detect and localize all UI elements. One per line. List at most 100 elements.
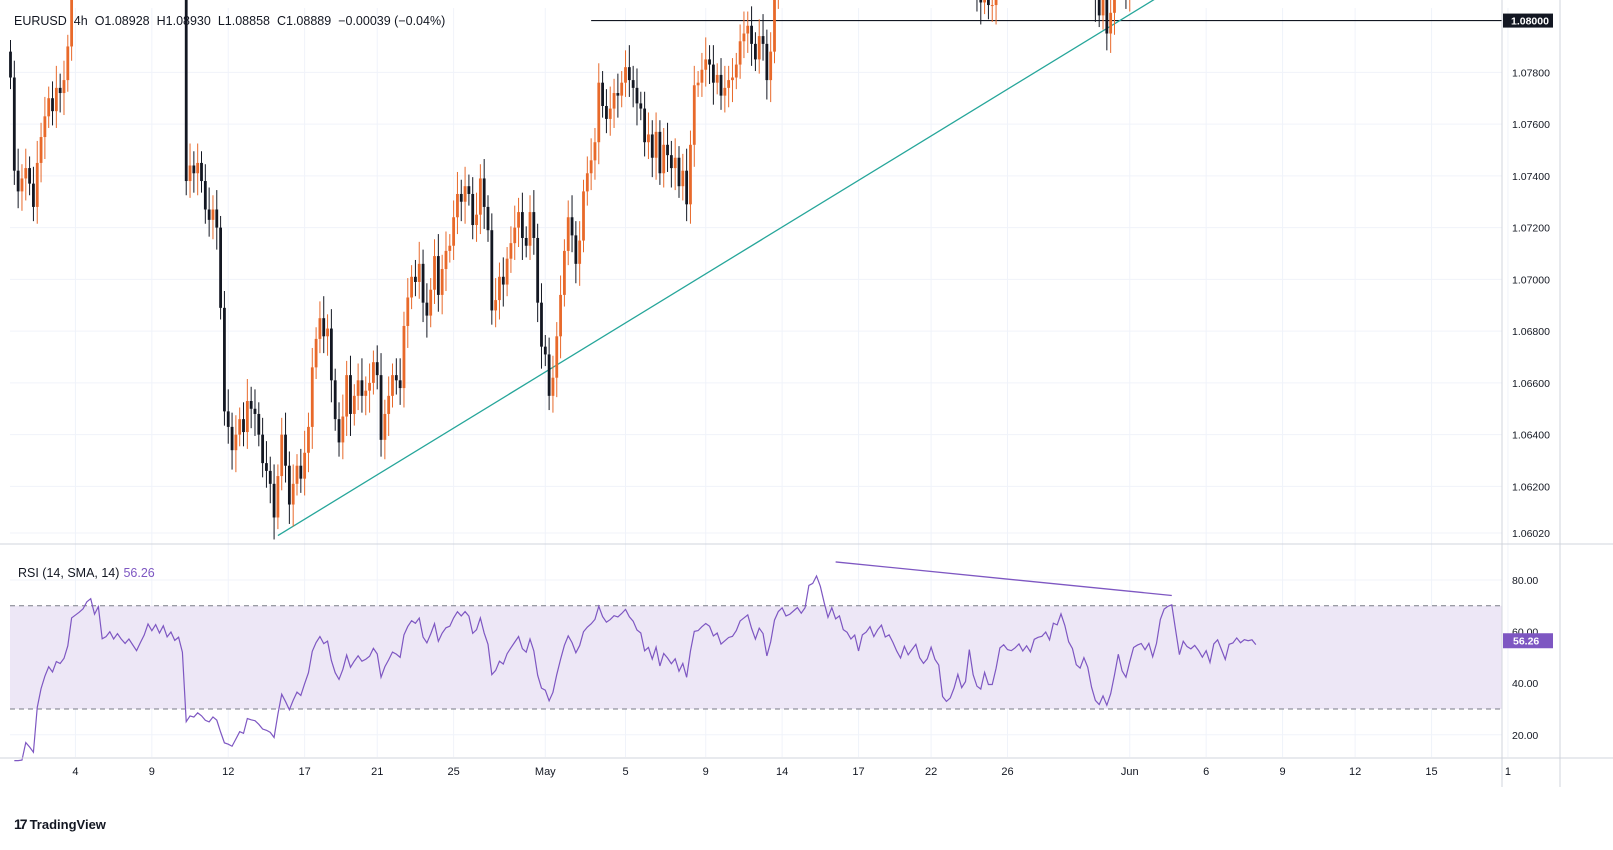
candle-body [994, 0, 998, 6]
candle-body [761, 36, 765, 44]
candle-body [295, 465, 299, 484]
candle [268, 456, 272, 504]
candle-body [291, 483, 295, 505]
tradingview-brand[interactable]: 17 TradingView [14, 816, 106, 832]
candle [715, 63, 719, 95]
candle-body [620, 82, 624, 96]
candle-body [475, 214, 478, 226]
candle-body [471, 193, 475, 226]
candle [524, 226, 528, 258]
candle-body [990, 5, 994, 7]
candle [475, 192, 478, 242]
candle [425, 283, 429, 338]
candle-body [406, 297, 410, 326]
candle [215, 190, 219, 250]
candle [704, 37, 708, 87]
candle-body [608, 108, 612, 119]
candle-body [612, 93, 616, 109]
symbol-legend: EURUSD 4h O1.08928 H1.08930 L1.08858 C1.08889… [14, 14, 452, 28]
candle-body [58, 87, 62, 94]
candle-body [578, 240, 582, 264]
candle-body [696, 82, 700, 86]
candle-body [287, 465, 291, 505]
candle-body [329, 328, 333, 381]
candle-body [383, 413, 387, 440]
candle-body [32, 183, 35, 207]
candle-body [318, 318, 322, 339]
candle-body [551, 377, 555, 396]
candle [47, 86, 51, 128]
symbol-interval[interactable]: 4h [73, 14, 88, 28]
candle-body [12, 77, 16, 171]
candle [349, 355, 352, 436]
candle-body [727, 80, 731, 88]
candle [773, 0, 776, 64]
candle [478, 164, 482, 235]
candle [731, 58, 734, 103]
candle-body [746, 25, 750, 34]
brand-name: TradingView [29, 816, 106, 832]
candle-body [35, 162, 39, 207]
candle-body [276, 476, 280, 518]
candle-body [692, 85, 696, 145]
candle-body [750, 25, 753, 44]
candle [494, 278, 498, 328]
candle [417, 241, 421, 299]
candle [994, 0, 998, 25]
candle [242, 402, 245, 447]
candle [219, 215, 222, 320]
candle [200, 151, 203, 193]
candle [589, 138, 593, 191]
candle-body [341, 416, 345, 443]
candle [624, 50, 627, 97]
candle-body [421, 263, 425, 303]
candle [677, 146, 681, 198]
candle [421, 249, 425, 323]
candle-body [54, 87, 58, 112]
candle [1094, 0, 1096, 22]
candle-body [429, 289, 433, 316]
candle [272, 464, 276, 540]
candle-body [711, 64, 715, 83]
candle-body [249, 401, 253, 409]
candle-body [234, 434, 238, 451]
candle-body [372, 362, 375, 383]
candle [708, 45, 711, 84]
candle [391, 363, 394, 408]
candle-body [1113, 0, 1116, 13]
candle [345, 360, 349, 436]
candle-body [662, 144, 666, 174]
symbol-name[interactable]: EURUSD [14, 14, 67, 28]
candle-body [223, 307, 226, 412]
candle-body [39, 137, 43, 163]
rsi-legend[interactable]: RSI (14, SMA, 14) 56.26 [18, 566, 155, 580]
candle [723, 65, 727, 113]
time-tick-label: 17 [299, 766, 311, 778]
candle-body [253, 408, 257, 414]
candle-body [582, 191, 585, 241]
candle-body [513, 227, 517, 244]
candle [608, 86, 612, 136]
candle [459, 179, 463, 222]
candle [43, 96, 47, 160]
candle [635, 68, 639, 126]
price-tick-label: 1.07600 [1512, 119, 1550, 131]
candle [520, 192, 524, 260]
candle [662, 127, 666, 188]
candle-body [20, 178, 24, 192]
candle [471, 177, 475, 240]
candle-body [192, 165, 196, 174]
candle-body [467, 186, 471, 194]
candle-body [757, 36, 761, 60]
candle [990, 0, 994, 22]
candle [612, 78, 616, 128]
candle [505, 247, 509, 297]
candle [681, 153, 685, 201]
candle-body [520, 212, 524, 238]
candle [356, 363, 360, 411]
candle [70, 0, 74, 61]
rsi-tick-label: 80.00 [1512, 575, 1538, 587]
candle [555, 322, 559, 398]
